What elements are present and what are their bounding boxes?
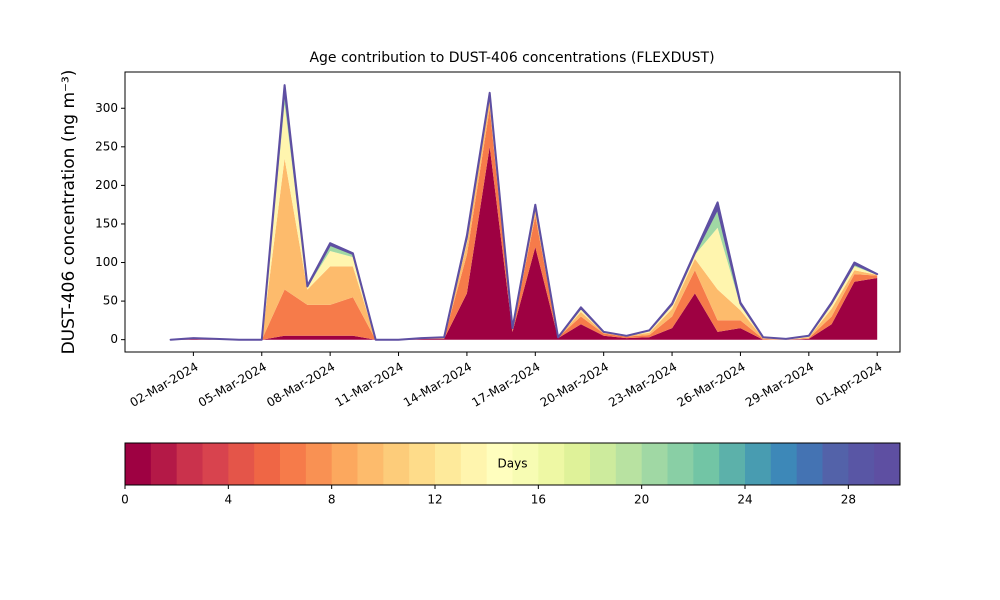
colorbar-swatch	[486, 443, 513, 485]
colorbar-swatch	[770, 443, 798, 485]
y-tick-label: 200	[95, 178, 118, 192]
x-tick-label: 23-Mar-2024	[606, 360, 679, 410]
colorbar-swatch	[125, 443, 152, 485]
colorbar-swatch	[641, 443, 668, 485]
colorbar-tick-label: 16	[531, 493, 546, 507]
colorbar-swatch	[254, 443, 281, 485]
age-area	[169, 84, 879, 341]
x-tick-label: 17-Mar-2024	[469, 360, 542, 410]
y-tick-label: 50	[103, 294, 118, 308]
colorbar-swatch	[435, 443, 462, 485]
colorbar-swatch	[202, 443, 229, 485]
colorbar-swatch	[305, 443, 333, 485]
colorbar-swatch	[693, 443, 720, 485]
colorbar-tick-label: 4	[225, 493, 233, 507]
x-tick-label: 26-Mar-2024	[675, 360, 748, 410]
x-tick-label: 11-Mar-2024	[333, 360, 406, 410]
y-axis-label: DUST-406 concentration (ng m⁻³)	[59, 70, 79, 355]
x-tick-label: 08-Mar-2024	[264, 360, 337, 410]
colorbar-swatch	[331, 443, 358, 485]
colorbar-tick-label: 0	[121, 493, 129, 507]
colorbar-swatch	[564, 443, 591, 485]
colorbar-swatch	[796, 443, 823, 485]
plot-frame	[124, 71, 901, 353]
colorbar-swatch	[409, 443, 436, 485]
x-tick-label: 14-Mar-2024	[401, 360, 474, 410]
x-tick-label: 01-Apr-2024	[813, 360, 884, 409]
x-tick-label: 05-Mar-2024	[196, 360, 269, 410]
colorbar-swatch	[176, 443, 203, 485]
colorbar-swatch	[822, 443, 849, 485]
y-tick-label: 300	[95, 101, 118, 115]
colorbar-swatch	[745, 443, 772, 485]
colorbar-swatch	[460, 443, 488, 485]
colorbar-tick-label: 12	[427, 493, 442, 507]
y-tick-label: 250	[95, 139, 118, 153]
colorbar-swatch	[228, 443, 255, 485]
colorbar-swatch	[667, 443, 694, 485]
y-tick-label: 0	[110, 332, 118, 346]
x-tick-label: 02-Mar-2024	[128, 360, 201, 410]
colorbar-tick-label: 28	[841, 493, 856, 507]
colorbar-swatch	[590, 443, 617, 485]
colorbar-label: Days	[498, 457, 528, 471]
x-tick-label: 29-Mar-2024	[743, 360, 816, 410]
y-tick-label: 150	[95, 216, 118, 230]
colorbar-tick-label: 20	[634, 493, 649, 507]
colorbar-swatch	[512, 443, 539, 485]
chart-title: Age contribution to DUST-406 concentrati…	[309, 50, 714, 66]
age-area	[170, 146, 878, 340]
colorbar-swatch	[848, 443, 875, 485]
colorbar-swatch	[150, 443, 178, 485]
colorbar-swatch	[874, 443, 901, 485]
y-tick-label: 100	[95, 255, 118, 269]
age-area	[170, 96, 878, 340]
colorbar-swatch	[538, 443, 565, 485]
x-tick-label: 20-Mar-2024	[538, 360, 611, 410]
colorbar-swatch	[719, 443, 746, 485]
colorbar-swatch	[357, 443, 384, 485]
colorbar-swatch	[615, 443, 643, 485]
colorbar-tick-label: 8	[328, 493, 336, 507]
colorbar-swatch	[383, 443, 410, 485]
colorbar-frame	[124, 442, 901, 486]
colorbar-swatch	[280, 443, 307, 485]
colorbar-tick-label: 24	[737, 493, 752, 507]
